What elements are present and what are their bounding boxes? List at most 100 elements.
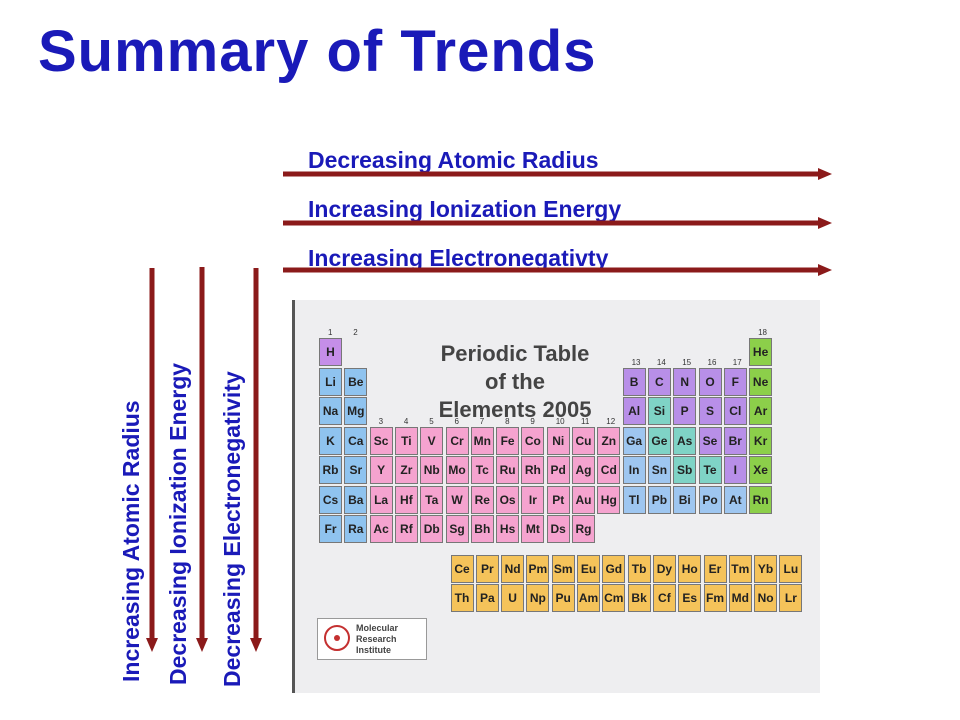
element-cell: Pm [526,554,550,583]
element-cell: Eu [577,554,600,583]
element-cell: Lu [779,554,803,583]
element-cell: Dy [652,554,676,583]
element-cell: Md [728,584,752,612]
publisher-name: Molecular Research Institute [356,623,399,655]
element-cell: Cl [723,397,747,425]
element-cell: Ds [546,515,570,543]
element-cell: Tb [627,554,651,583]
group-number: 12 [606,416,616,426]
element-cell: Pr [475,554,499,583]
vertical-trend-electronegativity: Decreasing Electronegativity [219,371,245,687]
periodic-table-image: Periodic Table of the Elements 2005 Mole… [292,300,820,693]
element-cell: S [698,397,722,425]
element-cell: Ni [546,426,570,455]
group-number: 5 [429,416,434,426]
group-number: 4 [403,416,409,426]
element-cell: Be [344,367,368,396]
element-cell: Nd [501,554,525,583]
element-cell: Rh [521,456,545,484]
element-cell: Y [369,456,393,484]
element-cell: Cd [597,456,621,484]
group-number: 15 [682,357,692,367]
element-cell: Pa [475,584,499,612]
group-number: 3 [378,416,384,426]
element-cell: P [673,397,697,425]
group-number: 17 [732,357,742,367]
element-cell: Co [521,426,545,455]
periodic-table-title-line: Periodic Table [440,341,590,366]
element-cell: Ne [749,367,773,396]
element-cell: O [698,367,722,396]
element-cell: I [723,456,747,484]
horizontal-arrow-head [818,217,832,229]
element-cell: Sn [647,456,671,484]
element-cell: Mn [470,426,494,455]
element-cell: Hs [496,515,520,543]
element-cell: Sm [551,554,575,583]
group-number: 8 [505,416,510,426]
element-cell: Fr [319,515,342,543]
element-cell: Pb [647,485,671,514]
element-cell: Db [420,515,444,543]
element-cell: Sb [673,456,697,484]
element-cell: Sc [369,426,393,455]
element-cell: As [673,426,697,455]
horizontal-arrow-head [818,168,832,180]
group-number: 1 [328,328,333,337]
element-cell: Ac [369,515,393,543]
element-cell: Tl [622,485,646,514]
element-cell: In [622,456,646,484]
molecule-icon [324,625,350,651]
element-cell: No [754,584,778,612]
element-cell: Es [678,584,702,612]
element-cell: Br [723,426,747,455]
element-cell: Rg [572,515,595,543]
element-cell: He [749,338,773,366]
element-cell: Ta [420,485,444,514]
element-cell: Te [698,456,722,484]
element-cell: Bi [673,485,697,514]
element-cell: Ho [678,554,702,583]
element-cell: Tc [470,456,494,484]
element-cell: Ra [344,515,368,543]
slide-title: Summary of Trends [38,19,597,84]
element-cell: Th [450,584,474,612]
element-cell: K [319,426,342,455]
element-cell: W [445,485,469,514]
element-cell: La [369,485,393,514]
element-cell: Re [470,485,494,514]
vertical-arrow-head [146,638,158,652]
element-cell: Yb [754,554,778,583]
group-number: 11 [581,416,590,426]
element-cell: Lr [779,584,803,612]
element-cell: Ar [749,397,773,425]
element-cell: Al [622,397,646,425]
element-cell: Rn [749,485,773,514]
element-cell: Ba [344,485,368,514]
group-number: 10 [555,416,565,426]
element-cell: At [723,485,747,514]
element-cell: Kr [749,426,773,455]
element-cell: Li [319,367,342,396]
arrow-group [146,168,832,652]
element-cell: Pt [546,485,570,514]
element-cell: Cf [652,584,676,612]
element-cell: Ge [647,426,671,455]
element-cell: Cs [319,485,342,514]
vertical-arrow-head [250,638,262,652]
element-cell: Ga [622,426,646,455]
element-cell: Mt [521,515,545,543]
element-cell: Fe [496,426,520,455]
vertical-trend-atomic-radius: Increasing Atomic Radius [118,400,144,682]
periodic-table-title-line: Elements 2005 [438,397,592,422]
element-cell: Si [647,397,671,425]
element-cell: Np [526,584,550,612]
element-cell: U [501,584,525,612]
element-cell: Tm [728,554,752,583]
element-cell: Hf [394,485,418,514]
element-cell: Sr [344,456,368,484]
horizontal-trend-ionization-energy: Increasing Ionization Energy [308,196,622,222]
element-cell: Au [572,485,595,514]
element-cell: V [420,426,444,455]
